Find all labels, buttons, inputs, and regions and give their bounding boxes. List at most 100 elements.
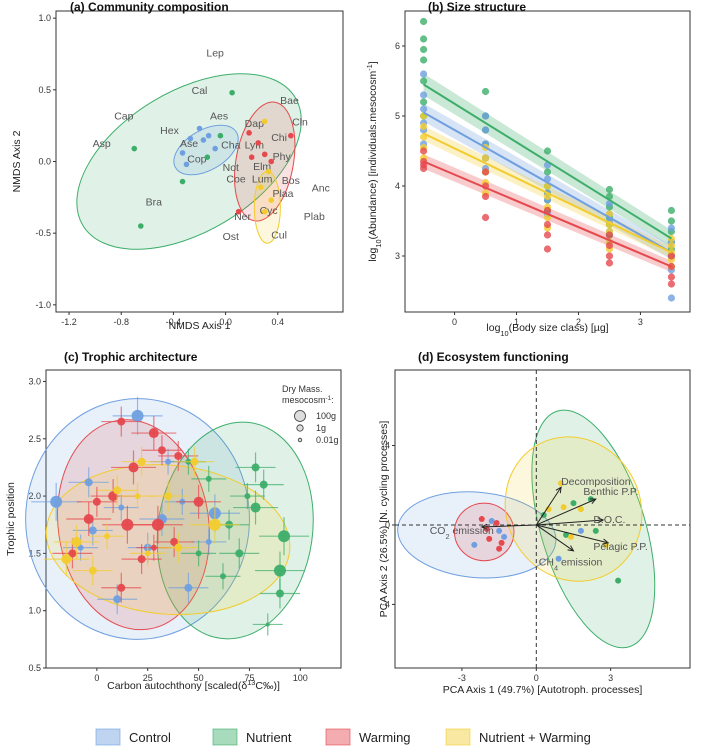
x-tick-label: 3	[608, 673, 613, 683]
x-tick-label: 0	[534, 673, 539, 683]
point-warming	[92, 497, 101, 506]
point-warming	[481, 213, 490, 222]
point-warming	[151, 518, 164, 531]
species-label: Cop	[187, 154, 206, 166]
y-axis-label: Trophic position	[5, 482, 17, 556]
point-nutrient	[543, 168, 552, 176]
point-nutrient	[179, 178, 186, 185]
point-nutrient-warming	[481, 154, 490, 162]
point-warming	[235, 208, 242, 215]
species-label: Ost	[223, 231, 239, 243]
plot-frame	[394, 369, 691, 669]
species-label: Plaa	[272, 188, 293, 200]
species-label: Dap	[245, 118, 264, 130]
x-tick-label: 100	[293, 673, 308, 683]
point-warming	[170, 537, 179, 546]
point-nutrient-warming	[144, 550, 151, 557]
legend-label: Nutrient + Warming	[479, 730, 591, 745]
loading-vector	[481, 524, 537, 528]
point-warming	[605, 259, 614, 267]
species-label: Lum	[252, 174, 273, 186]
point-warming	[255, 140, 262, 146]
point-nutrient	[217, 132, 224, 139]
point-warming	[486, 535, 493, 542]
loading-vector	[536, 498, 596, 526]
point-nutrient	[229, 89, 235, 96]
y-tick-label: 3	[395, 251, 400, 261]
point-nutrient	[275, 589, 284, 598]
point-warming	[605, 231, 614, 239]
point-control	[419, 70, 428, 78]
point-warming	[193, 496, 204, 507]
point-nutrient-warming	[258, 184, 264, 191]
ellipse-nutrient	[76, 73, 302, 250]
point-warming	[148, 428, 159, 439]
x-axis-label: log10(Body size class) [µg]	[486, 322, 608, 338]
point-warming	[117, 417, 126, 426]
point-control	[577, 527, 584, 534]
point-nutrient	[592, 527, 599, 534]
point-nutrient-warming	[268, 197, 275, 203]
point-nutrient-warming	[667, 241, 676, 250]
point-nutrient	[259, 480, 268, 489]
point-warming	[667, 273, 676, 281]
point-nutrient	[273, 564, 286, 577]
panel-title: (a) Community composition	[70, 0, 229, 14]
point-nutrient	[137, 223, 144, 229]
point-nutrient	[204, 154, 211, 160]
y-tick-label: 0.5	[38, 85, 51, 95]
y-tick-label: 4	[385, 440, 390, 450]
panel-c: 0 25 50 75 100 0.5 1.0 1.5 2.0 2.5 3.0 (c) Trophic …	[5, 350, 342, 692]
x-tick-label: 3	[638, 317, 643, 327]
point-warming	[419, 147, 428, 155]
point-control	[200, 137, 207, 143]
loading-vector	[536, 524, 574, 552]
point-control	[165, 458, 172, 465]
y-axis-label: log10(Abundance) [individuals.mesocosm-1…	[365, 61, 383, 261]
point-nutrient	[481, 87, 490, 96]
species-label: Bos	[282, 175, 300, 187]
point-nutrient-warming	[560, 504, 567, 511]
panel-title: (b) Size structure	[428, 0, 526, 14]
size-legend-title: Dry Mass.	[282, 384, 323, 394]
y-tick-label: 2.5	[28, 434, 41, 444]
point-warming	[174, 451, 183, 460]
point-control	[196, 125, 203, 132]
point-control	[555, 555, 562, 562]
panel-d: -3 0 3 -4 0 4 (d) Ecosystem functioning PCA Axi…	[378, 350, 691, 696]
point-warming	[261, 151, 268, 158]
point-nutrient-warming	[265, 168, 272, 175]
point-nutrient-warming	[261, 118, 268, 125]
point-control	[419, 91, 428, 99]
species-label: Cap	[114, 111, 133, 123]
regression-line-warming	[423, 160, 672, 268]
point-control	[88, 526, 97, 535]
point-nutrient	[419, 77, 428, 85]
point-control	[187, 135, 194, 142]
point-warming	[478, 516, 485, 522]
point-warming	[498, 539, 505, 546]
x-tick-label: 0	[452, 317, 457, 327]
point-control	[205, 538, 212, 545]
y-tick-label: -0.5	[35, 228, 51, 238]
species-label: Chi	[271, 132, 287, 144]
point-nutrient	[667, 217, 676, 225]
point-control	[179, 150, 186, 156]
point-control	[184, 583, 193, 592]
point-nutrient	[570, 500, 577, 507]
point-nutrient	[250, 502, 261, 513]
x-tick-label: 50	[194, 673, 204, 683]
point-warming	[137, 555, 146, 564]
legend-label: Control	[129, 730, 171, 745]
point-control	[183, 161, 190, 168]
point-control	[488, 517, 495, 524]
species-label: Plab	[304, 211, 325, 223]
species-label: Bra	[146, 197, 163, 209]
x-tick-label: 0.4	[272, 317, 285, 327]
point-nutrient	[205, 475, 212, 482]
point-nutrient	[195, 550, 202, 557]
point-control	[50, 495, 63, 508]
x-axis-label: NMDS Axis 1	[169, 320, 231, 332]
x-tick-label: -3	[458, 673, 466, 683]
point-warming	[543, 231, 552, 239]
